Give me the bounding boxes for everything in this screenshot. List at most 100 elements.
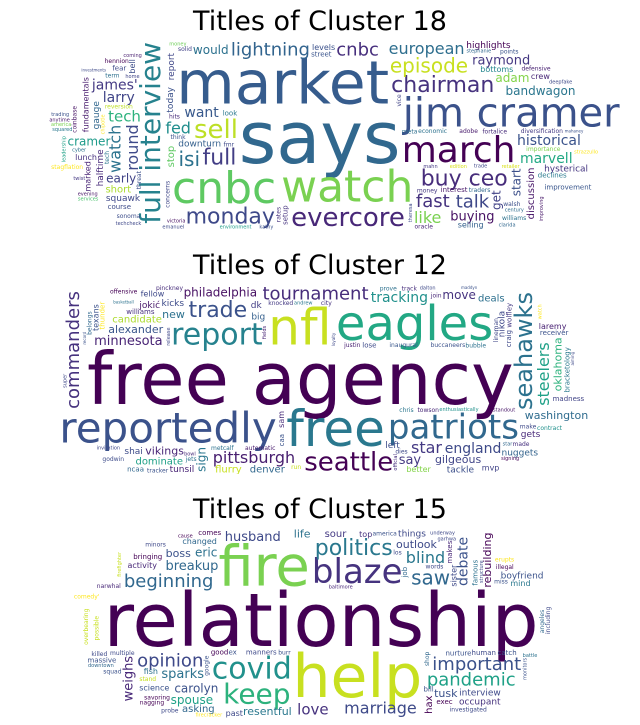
word-pandemic: pandemic [427,669,516,690]
word-record: record [82,331,87,344]
word-things: things [398,529,426,539]
word-course: course [108,203,131,211]
word-bell: bell [128,59,137,73]
word-ex: ex [228,649,236,657]
word-comedy: comedy' [74,593,100,600]
word-nurture: nurture [446,649,472,657]
word-craig: craig [505,330,513,347]
word-diversification: diversification [521,128,563,135]
word-like: like [414,208,441,227]
word-city: city [321,300,332,307]
word-cyber: cyber [72,148,87,154]
chart-title: Titles of Cluster 12 [193,250,447,281]
word-stagflation: stagflation [51,164,83,171]
word-edition: edition [450,164,467,170]
word-sparks: sparks [161,667,204,682]
word-cnbc: cnbc [336,40,379,61]
word-cramer: cramer [67,135,110,149]
word-vikings: vikings [145,445,184,458]
word-lightning: lightning [231,40,310,60]
word-important: important [432,654,521,675]
word-receiver: receiver [540,329,569,337]
word-illegal: illegal [496,564,514,571]
word-bringing: bringing [133,553,162,561]
word-seattle: seattle [304,447,393,474]
word-boyfriend: boyfriend [501,571,544,581]
word-interview: interview [459,689,501,699]
word-lose: lose [362,342,376,350]
word-dominate: dominate [135,456,183,467]
word-downturn: downturn [178,140,221,150]
word-fmr: fmr [224,142,235,149]
word-larry: larry [103,90,135,106]
word-full: full [202,146,236,171]
word-patriots: patriots [388,408,519,448]
word-money: money [169,42,186,48]
chart-title: Titles of Cluster 18 [193,6,447,37]
word-fear: fear [112,65,126,73]
word-march: march [402,130,516,171]
word-home: home [125,74,139,80]
word-structure: structure [479,560,485,583]
word-money: money [417,187,438,194]
word-bill: bill [423,686,433,694]
word-bandwagon: bandwagon [506,84,576,98]
word-think: think [170,134,186,141]
word-bubble: bubble [465,342,486,349]
word-blind: blind [406,548,445,567]
word-breakup: breakup [165,559,218,574]
word-catch: catch [498,649,517,657]
word-cloud-12: free agency nfl free eagles reportedly patrio… [10,284,630,474]
word-buccaneers: buccaneers [431,342,466,349]
word-fundamentals: fundamentals [82,77,91,132]
word-invitation: invitation [97,445,121,451]
word-weighs: weighs [121,656,136,702]
word-cloud-18: says market watch cnbc jim cramer march full i… [10,40,630,230]
word-marked: marked [84,161,93,191]
word-trade: trade [189,298,248,323]
word-philadelphia: philadelphia [184,286,257,300]
word-opinion: opinion [137,651,203,672]
word-new: new [162,308,185,321]
word-boss: boss [166,547,191,560]
word-garhwa: garhwa [437,536,456,542]
word-declines: declines [538,171,567,179]
word-pittsburgh: pittsburgh [213,448,295,467]
word-better: better [406,465,431,474]
word-help: help [293,642,423,712]
word-solid: solid [178,46,192,53]
word-los: los [393,550,401,557]
word-join: join [430,293,442,300]
word-tackle: tackle [447,465,475,474]
word-nfl: nfl [268,299,331,357]
word-importance: importance [526,146,561,153]
word-google: google [204,655,211,676]
word-stephanie: stephanie [466,49,491,55]
word-america: america [51,122,71,128]
word-short: short [105,184,131,195]
word-eric: eric [195,545,217,559]
word-economic: economic [418,128,447,135]
word-coming: coming [123,53,141,59]
word-selling: selling [458,221,484,230]
word-reversion: reversion [105,103,133,110]
word-texans: texans [92,304,101,331]
word-buy-ceo: buy ceo [421,166,508,191]
word-super: super [62,373,68,388]
word-tech: tech [104,151,111,164]
word-evercore: evercore [291,203,405,230]
word-tunsil: tunsil [170,465,195,474]
word-emanuel: emanuel [162,224,184,230]
word-leadership: leadership [62,136,68,162]
word-denver: denver [250,464,286,474]
word-run: run [291,464,301,471]
word-trading: trading [51,112,69,118]
word-report: report [171,318,263,353]
word-deals: deals [478,293,505,304]
word-standout: standout [493,407,515,413]
word-changed: changed [182,537,217,546]
word-thunder: thunder [99,302,107,330]
word-want: want [184,105,219,121]
